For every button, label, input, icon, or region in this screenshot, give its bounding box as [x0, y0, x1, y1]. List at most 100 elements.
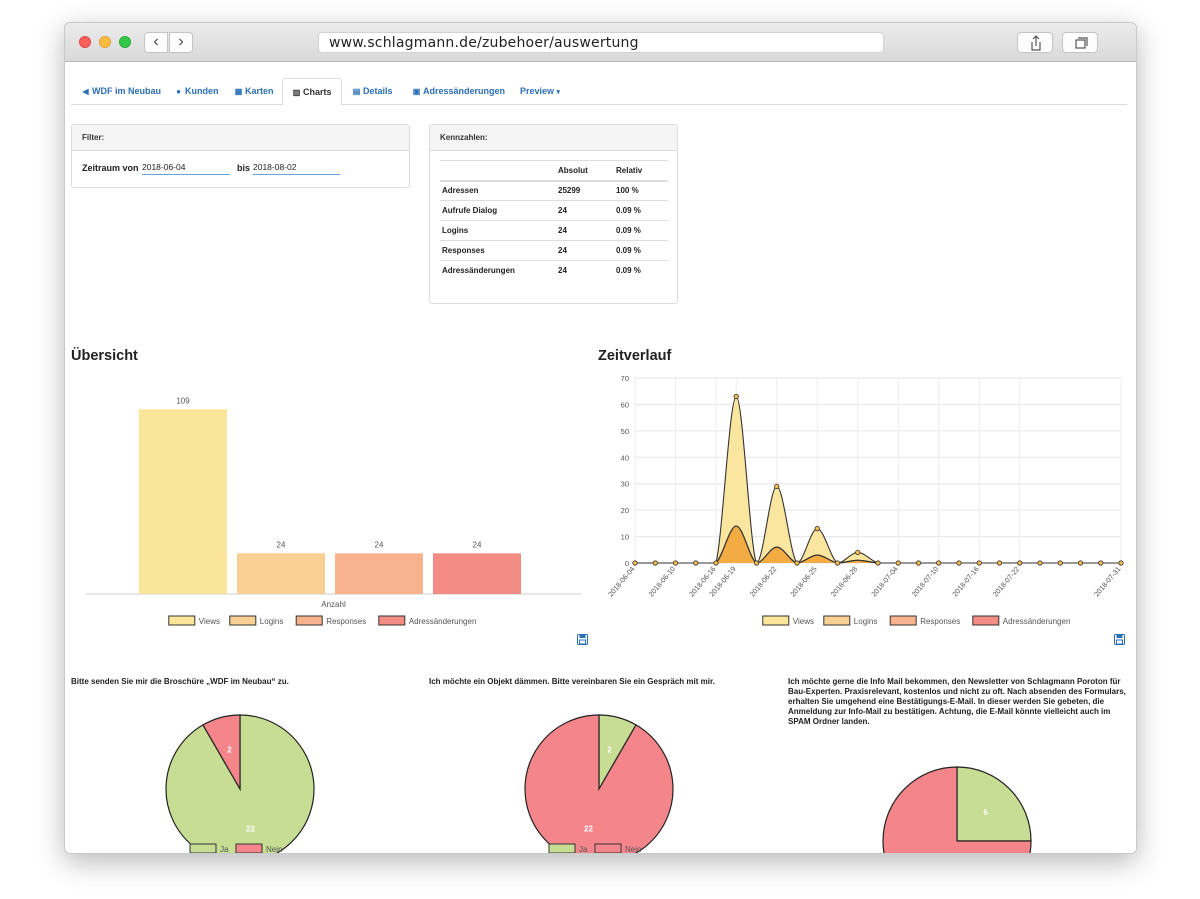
x-tick-label: 2018-07-04 — [869, 565, 900, 599]
x-tick-label: 2018-06-25 — [788, 565, 819, 599]
pie-title-consultation: Ich möchte ein Objekt dämmen. Bitte vere… — [429, 677, 715, 686]
data-point — [774, 483, 780, 489]
pie-slice — [882, 766, 1032, 853]
table-cell: Adressen — [440, 180, 556, 201]
pie-chart-newsletter: 618 — [882, 766, 1032, 853]
tab-karten[interactable]: ▦ Karten — [234, 78, 274, 105]
caret-down-icon: ▾ — [556, 89, 561, 96]
data-point — [632, 560, 638, 566]
list-icon: ▤ — [352, 87, 361, 96]
date-from-input[interactable]: 2018-06-04 — [142, 162, 230, 175]
x-tick-label: 2018-07-31 — [1092, 565, 1123, 599]
timeline-area-chart: 0 10 20 30 40 50 60 70 2018-06-04 2018-06-10 2018-… — [606, 374, 1124, 626]
y-tick-label: 20 — [621, 506, 629, 515]
legend-label: Adressänderungen — [1003, 617, 1071, 626]
table-cell: Aufrufe Dialog — [440, 200, 556, 221]
legend-swatch — [229, 615, 257, 626]
legend-swatch — [189, 843, 217, 853]
table-cell: 24 — [556, 200, 614, 221]
series-line — [635, 525, 1121, 564]
y-tick-label: 0 — [625, 559, 629, 568]
kennzahlen-panel: Kennzahlen: Absolut Relativ Adressen 2529… — [429, 124, 678, 304]
pie-value-label: 2 — [607, 746, 612, 755]
table-header — [440, 160, 556, 182]
table-row: Adressänderungen 24 0.09 % — [440, 260, 668, 281]
series-area — [635, 526, 1121, 563]
share-button[interactable] — [1017, 32, 1053, 53]
bar-value-label: 109 — [176, 396, 190, 405]
pie-value-label: 2 — [227, 746, 232, 755]
save-chart-button[interactable] — [1114, 632, 1125, 650]
tab-details[interactable]: ▤ Details — [352, 78, 393, 105]
tab-label: Karten — [245, 86, 274, 96]
legend-swatch — [168, 615, 196, 626]
x-tick-label: 2018-07-10 — [910, 565, 941, 599]
overview-title: Übersicht — [71, 348, 138, 364]
legend-label: Nein — [625, 845, 641, 854]
table-cell: 0.09 % — [614, 220, 668, 241]
y-tick-label: 40 — [621, 453, 629, 462]
table-cell: 0.09 % — [614, 260, 668, 281]
tab-adressaenderungen[interactable]: ▣ Adressänderungen — [412, 78, 505, 105]
tab-preview-dropdown[interactable]: Preview ▾ — [520, 78, 560, 105]
table-header: Relativ — [614, 160, 668, 182]
legend-label: Logins — [260, 617, 284, 626]
date-to-label: bis — [237, 163, 251, 173]
browser-titlebar: ‹ › www.schlagmann.de/zubehoer/auswertun… — [65, 23, 1136, 62]
series-area — [635, 526, 1121, 563]
bar — [139, 409, 227, 594]
y-tick-label: 10 — [621, 533, 629, 542]
legend-swatch — [295, 615, 323, 626]
data-point — [753, 560, 760, 566]
data-point — [814, 526, 820, 532]
data-point — [875, 560, 881, 566]
tab-bar: ◀ WDF im Neubau ● Kunden ▦ Karten ▥ Charts ▤… — [71, 78, 1127, 106]
address-bar[interactable]: www.schlagmann.de/zubehoer/auswertung — [318, 32, 884, 53]
data-point — [956, 560, 962, 566]
floppy-disk-icon — [577, 634, 588, 645]
maximize-window-button[interactable] — [119, 36, 131, 48]
legend-label: Ja — [579, 845, 588, 854]
data-point — [834, 560, 841, 566]
share-icon — [1031, 35, 1041, 51]
legend-label: Views — [199, 617, 220, 626]
page-content: ◀ WDF im Neubau ● Kunden ▦ Karten ▥ Charts ▤… — [65, 63, 1136, 854]
table-cell: Logins — [440, 220, 556, 241]
address-card-icon: ▣ — [412, 87, 421, 96]
pie-value-label: 6 — [984, 808, 989, 817]
show-tabs-button[interactable] — [1062, 32, 1098, 53]
timeline-title: Zeitverlauf — [598, 348, 672, 364]
series-area — [635, 396, 1121, 563]
tab-label: WDF im Neubau — [92, 86, 161, 96]
table-row: Adressen 25299 100 % — [440, 180, 668, 201]
legend-swatch — [823, 615, 851, 626]
tab-kunden[interactable]: ● Kunden — [174, 78, 218, 105]
series-line — [635, 525, 1121, 564]
data-point — [652, 560, 658, 566]
bar — [237, 553, 325, 594]
date-from-label: Zeitraum von — [82, 163, 139, 173]
save-chart-button[interactable] — [577, 632, 588, 650]
data-point — [1098, 560, 1104, 566]
legend-label: Views — [793, 617, 814, 626]
data-point — [1017, 560, 1023, 566]
series-line — [635, 395, 1121, 564]
tab-wdf-im-neubau[interactable]: ◀ WDF im Neubau — [81, 78, 161, 105]
back-button[interactable]: ‹ — [144, 32, 168, 53]
forward-button[interactable]: › — [169, 32, 193, 53]
data-point — [976, 560, 982, 566]
date-to-input[interactable]: 2018-08-02 — [253, 162, 340, 175]
minimize-window-button[interactable] — [99, 36, 111, 48]
legend-swatch — [972, 615, 1000, 626]
table-cell: 0.09 % — [614, 240, 668, 261]
y-tick-label: 70 — [621, 374, 629, 383]
pie-value-label: 22 — [246, 824, 255, 833]
tab-charts[interactable]: ▥ Charts — [282, 78, 342, 106]
legend-swatch — [235, 843, 263, 853]
bar — [335, 553, 423, 594]
legend-label: Responses — [920, 617, 960, 626]
table-cell: 100 % — [614, 180, 668, 201]
data-point — [1057, 560, 1063, 566]
legend-label: Nein — [266, 845, 282, 854]
close-window-button[interactable] — [79, 36, 91, 48]
